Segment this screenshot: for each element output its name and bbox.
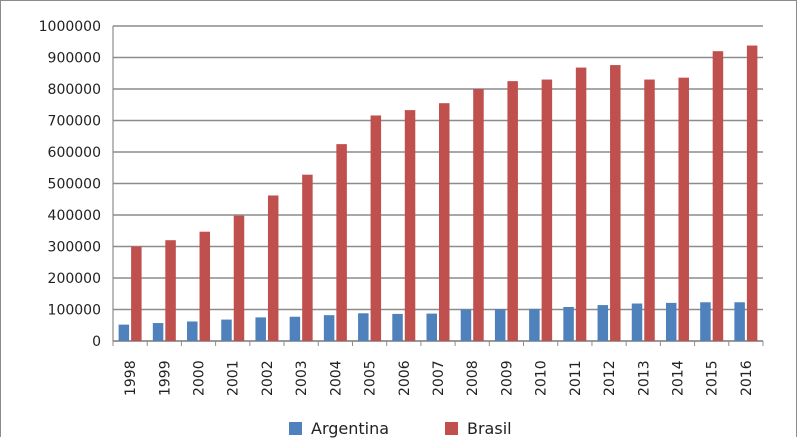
bar-argentina-2004 (323, 315, 335, 341)
y-tick-label: 600000 (48, 145, 101, 161)
bar-argentina-2010 (529, 308, 540, 341)
bar-brasil-2006 (404, 110, 416, 341)
bar-brasil-2007 (439, 103, 450, 341)
bar-argentina-2006 (392, 313, 403, 341)
bar-brasil-2004 (336, 144, 347, 341)
x-tick-label: 2000 (192, 360, 208, 396)
legend-label-argentina: Argentina (311, 419, 389, 438)
x-tick-label: 2005 (363, 360, 379, 396)
bar-argentina-2005 (358, 313, 369, 341)
y-tick-label: 900000 (48, 51, 101, 67)
bar-argentina-2002 (255, 317, 266, 341)
y-tick-label: 100000 (48, 303, 101, 319)
x-tick-label: 2001 (226, 360, 242, 396)
legend-swatch-argentina (289, 422, 302, 435)
y-tick-label: 700000 (48, 114, 101, 130)
bar-argentina-2012 (597, 305, 609, 341)
bar-brasil-2000 (199, 231, 211, 341)
bar-brasil-2016 (746, 45, 758, 341)
bar-argentina-2015 (700, 302, 711, 341)
bar-brasil-2011 (575, 67, 587, 341)
bar-brasil-2015 (712, 51, 724, 341)
bar-brasil-2009 (507, 81, 518, 341)
legend-swatch-brasil (445, 422, 458, 435)
x-tick-label: 2011 (568, 360, 584, 396)
y-tick-label: 0 (92, 334, 101, 350)
x-tick-label: 2009 (499, 360, 515, 396)
bar-argentina-2014 (665, 302, 677, 341)
y-tick-label: 200000 (48, 271, 101, 287)
bar-argentina-2011 (563, 306, 574, 341)
bar-brasil-2002 (267, 195, 279, 341)
bar-argentina-2000 (187, 321, 198, 341)
x-tick-label: 2014 (670, 360, 686, 396)
bar-argentina-2008 (460, 309, 472, 341)
x-tick-label: 2006 (397, 360, 413, 396)
bar-argentina-2003 (289, 316, 301, 341)
bar-argentina-1999 (152, 323, 164, 341)
bar-brasil-2008 (473, 89, 484, 341)
x-tick-label: 2016 (739, 360, 755, 396)
bar-brasil-1998 (131, 246, 142, 341)
bar-brasil-2013 (644, 79, 655, 342)
x-tick-label: 2002 (260, 360, 276, 396)
y-tick-label: 800000 (48, 82, 101, 98)
bar-brasil-2005 (370, 115, 382, 342)
legend-label-brasil: Brasil (467, 419, 512, 438)
x-tick-label: 2013 (636, 360, 652, 396)
bar-argentina-2007 (426, 313, 437, 341)
bar-argentina-2013 (631, 303, 643, 341)
y-tick-label: 1000000 (39, 19, 101, 35)
bar-brasil-2001 (233, 215, 245, 341)
x-tick-label: 2004 (328, 360, 344, 396)
y-tick-label: 300000 (48, 240, 101, 256)
y-tick-label: 400000 (48, 208, 101, 224)
y-tick-label: 500000 (48, 177, 101, 193)
x-tick-label: 2010 (534, 360, 550, 396)
bar-brasil-2012 (610, 65, 621, 341)
x-tick-label: 2012 (602, 360, 618, 396)
x-tick-label: 2015 (705, 360, 721, 396)
x-tick-label: 1998 (123, 360, 139, 396)
x-tick-label: 2003 (294, 360, 310, 396)
bar-argentina-2001 (221, 319, 232, 341)
bar-argentina-2009 (494, 309, 506, 341)
bar-argentina-2016 (734, 302, 745, 341)
bar-brasil-2010 (541, 79, 553, 342)
bar-argentina-1998 (118, 324, 130, 341)
x-tick-label: 2007 (431, 360, 447, 396)
bar-brasil-1999 (165, 240, 176, 341)
x-tick-label: 2008 (465, 360, 481, 396)
bar-brasil-2014 (678, 77, 689, 341)
x-tick-label: 1999 (157, 360, 173, 396)
bar-brasil-2003 (302, 174, 313, 341)
